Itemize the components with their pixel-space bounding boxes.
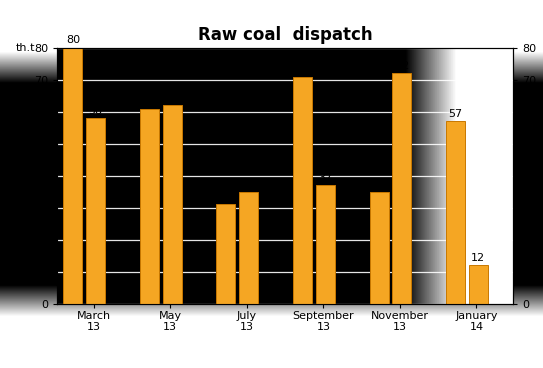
Bar <box>239 192 258 304</box>
Text: 61: 61 <box>142 96 156 106</box>
Bar <box>370 192 388 304</box>
Text: 57: 57 <box>449 109 463 119</box>
Bar <box>469 265 488 304</box>
Text: 37: 37 <box>318 173 332 183</box>
Bar <box>64 48 83 304</box>
Y-axis label: th.t.: th.t. <box>16 43 39 53</box>
Bar <box>446 121 465 304</box>
Text: 71: 71 <box>295 64 310 74</box>
Bar <box>86 118 105 304</box>
Text: 31: 31 <box>219 192 233 202</box>
Text: 80: 80 <box>66 35 80 45</box>
Bar <box>392 74 411 304</box>
Bar <box>293 77 312 304</box>
Bar <box>140 109 159 304</box>
Text: 35: 35 <box>242 179 256 189</box>
Text: 58: 58 <box>89 106 103 116</box>
Text: 12: 12 <box>471 253 485 263</box>
Title: Raw coal  dispatch: Raw coal dispatch <box>198 25 372 43</box>
Bar <box>217 205 236 304</box>
Bar <box>316 185 334 304</box>
Text: 72: 72 <box>395 61 409 71</box>
Text: 35: 35 <box>372 179 386 189</box>
Text: 62: 62 <box>165 93 179 103</box>
Bar <box>163 105 182 304</box>
